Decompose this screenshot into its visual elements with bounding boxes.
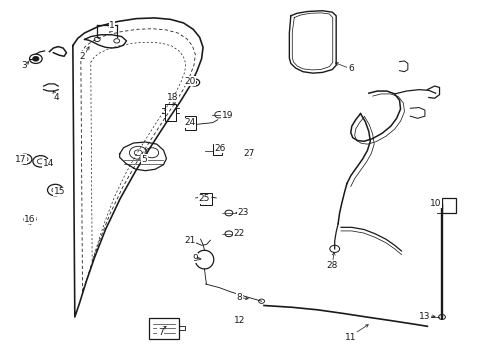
Text: 22: 22 <box>233 229 244 238</box>
Text: 24: 24 <box>184 118 195 127</box>
Text: 6: 6 <box>347 64 353 73</box>
Text: 25: 25 <box>199 194 210 203</box>
Text: 14: 14 <box>43 159 54 168</box>
Text: 7: 7 <box>158 328 163 337</box>
Text: 5: 5 <box>142 155 147 164</box>
Text: 8: 8 <box>236 293 242 302</box>
Bar <box>441 198 455 213</box>
Text: 4: 4 <box>54 93 60 102</box>
Text: 9: 9 <box>191 254 197 263</box>
Text: 18: 18 <box>166 93 178 102</box>
Text: 3: 3 <box>21 61 27 70</box>
Text: 26: 26 <box>214 144 225 153</box>
Text: 15: 15 <box>53 187 65 196</box>
Text: 20: 20 <box>184 77 195 86</box>
Bar <box>199 193 211 205</box>
Text: 16: 16 <box>24 215 36 224</box>
Bar <box>164 104 176 121</box>
Text: 27: 27 <box>243 149 255 158</box>
Text: 13: 13 <box>418 312 430 321</box>
Text: 19: 19 <box>221 111 233 120</box>
Text: 23: 23 <box>237 208 249 217</box>
Text: 10: 10 <box>429 199 441 208</box>
Bar <box>149 318 178 338</box>
Text: 17: 17 <box>16 155 27 164</box>
Text: 12: 12 <box>233 316 245 325</box>
Text: 2: 2 <box>80 52 85 61</box>
Circle shape <box>192 81 196 84</box>
Circle shape <box>33 57 39 61</box>
Text: 21: 21 <box>184 236 195 245</box>
Bar <box>213 144 222 155</box>
Text: 28: 28 <box>326 261 337 270</box>
Text: 1: 1 <box>109 21 115 30</box>
Text: 11: 11 <box>345 333 356 342</box>
Bar <box>184 116 195 130</box>
